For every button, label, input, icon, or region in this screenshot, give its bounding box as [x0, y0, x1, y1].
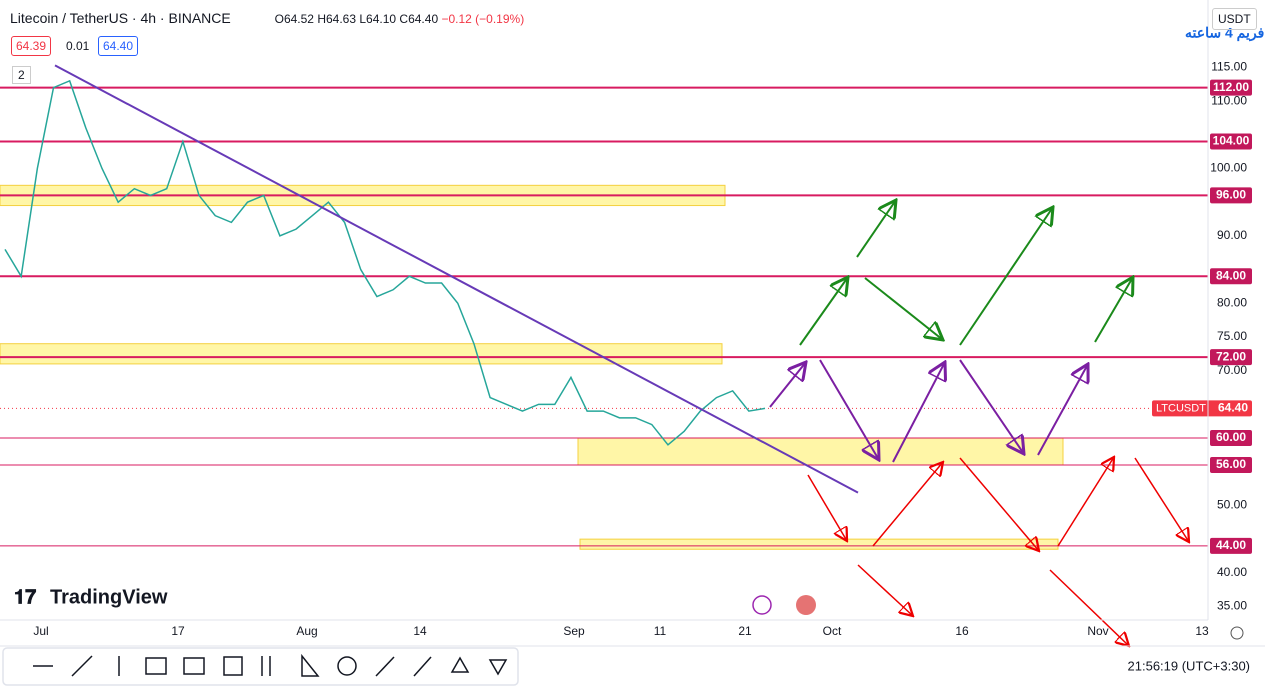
y-tick-label: 110.00 — [1211, 93, 1247, 107]
settings-icon[interactable] — [1230, 626, 1244, 640]
chart-title: تحلیل لایتکوین | قسمت 3 | 31 شهریور 1402… — [1185, 25, 1265, 42]
x-tick-label: 17 — [171, 624, 185, 638]
arrow — [892, 362, 945, 463]
x-tick-label: 13 — [1195, 624, 1209, 638]
toolbar-bg — [2, 647, 519, 686]
level-tag — [1210, 349, 1252, 366]
level-tag — [1210, 430, 1252, 447]
close: C64.40 — [399, 12, 439, 26]
toolbar — [2, 647, 519, 686]
zone — [577, 437, 1064, 466]
event-icon[interactable] — [796, 595, 816, 615]
arrow — [769, 362, 806, 408]
y-tick-label: 35.00 — [1217, 599, 1247, 613]
ohlc: O64.52 H64.63 L64.10 C64.40 −0.12 (−0.19… — [275, 12, 525, 26]
spread: 0.01 — [66, 39, 90, 53]
tool[interactable] — [145, 657, 167, 675]
level-tag — [1210, 187, 1252, 204]
tool[interactable] — [301, 653, 320, 677]
ask[interactable]: 64.40 — [98, 36, 139, 56]
y-tick-label: 80.00 — [1217, 295, 1247, 309]
level-label: 104.00 — [1213, 134, 1250, 148]
level-tag — [1210, 537, 1252, 554]
arrow — [1134, 457, 1189, 542]
level-label: 44.00 — [1216, 538, 1246, 552]
x-tick-label: 14 — [413, 624, 427, 638]
level-label: 112.00 — [1213, 80, 1249, 94]
y-tick-label: 40.00 — [1217, 565, 1247, 579]
arrow — [856, 200, 896, 258]
arrow — [959, 359, 1024, 454]
change: −0.12 (−0.19%) — [441, 12, 525, 26]
arrow — [807, 474, 847, 541]
tool[interactable] — [223, 656, 243, 676]
logo: TradingView — [50, 586, 168, 608]
symbol-info: Litecoin / TetherUS · 4h · BINANCE O64.5… — [10, 10, 524, 26]
x-tick-label: Oct — [823, 624, 842, 638]
arrow — [1057, 457, 1114, 547]
level-tag — [1210, 133, 1252, 150]
zone — [579, 538, 1059, 550]
logo-icon: 𝟏𝟕 — [14, 586, 36, 608]
open: O64.52 — [274, 12, 314, 26]
arrow — [872, 462, 943, 547]
event-icon[interactable] — [752, 595, 772, 615]
x-tick-label: Nov — [1087, 624, 1108, 638]
arrow — [864, 277, 943, 340]
level-label: 84.00 — [1216, 268, 1246, 282]
x-tick-label: Jul — [33, 624, 48, 638]
clock: 21:56:19 (UTC+3:30) — [1128, 658, 1250, 673]
level-label: 60.00 — [1216, 430, 1246, 444]
tool[interactable] — [337, 656, 357, 676]
tool[interactable] — [413, 656, 432, 677]
tool[interactable] — [71, 655, 93, 677]
x-tick-label: 21 — [738, 624, 752, 638]
arrow — [857, 564, 913, 616]
last-price-label: 64.40 — [1218, 401, 1248, 415]
y-tick-label: 90.00 — [1217, 228, 1247, 242]
level-tag — [1210, 79, 1252, 96]
level-tag — [1210, 268, 1252, 285]
green-arrows — [799, 200, 1133, 346]
low: L64.10 — [359, 12, 397, 26]
zone — [0, 343, 723, 365]
y-tick-label: 100.00 — [1210, 161, 1247, 175]
y-tick-label: 70.00 — [1217, 363, 1247, 377]
level-label: 96.00 — [1216, 188, 1246, 202]
x-tick-label: Sep — [563, 624, 585, 638]
arrow — [819, 359, 879, 460]
arrow — [1037, 364, 1088, 456]
tool[interactable] — [488, 659, 508, 676]
high: H64.63 — [317, 12, 357, 26]
indicator-toggle[interactable]: 2 — [12, 66, 31, 84]
y-tick-label: 115.00 — [1211, 60, 1247, 74]
currency-select[interactable]: USDT — [1212, 8, 1257, 30]
tool[interactable] — [375, 656, 395, 677]
level-label: 56.00 — [1216, 457, 1246, 471]
arrow — [799, 277, 848, 346]
bid[interactable]: 64.39 — [11, 36, 52, 56]
last-price-tag — [1152, 400, 1252, 417]
x-tick-label: 16 — [955, 624, 969, 638]
price-line — [4, 79, 766, 446]
last-price-name: LTCUSDT — [1156, 402, 1206, 414]
trendline — [54, 64, 859, 494]
arrow — [959, 207, 1053, 346]
level-tag — [1210, 457, 1252, 473]
symbol: Litecoin / TetherUS · 4h · BINANCE — [10, 10, 231, 26]
y-tick-label: 75.00 — [1217, 329, 1247, 343]
x-tick-label: Aug — [296, 624, 317, 638]
level-label: 72.00 — [1216, 349, 1246, 363]
arrow — [1094, 277, 1133, 343]
purple-arrows — [769, 359, 1088, 463]
tool[interactable] — [450, 656, 470, 673]
arrow — [1049, 569, 1129, 646]
red-arrows — [807, 457, 1189, 646]
x-tick-label: 11 — [654, 624, 667, 638]
tool[interactable] — [183, 657, 205, 675]
arrow — [959, 457, 1039, 551]
y-tick-label: 50.00 — [1217, 498, 1247, 512]
